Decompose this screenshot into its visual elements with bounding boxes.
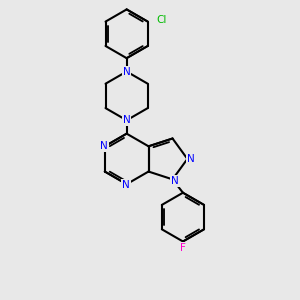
Text: N: N <box>171 176 179 186</box>
Text: Cl: Cl <box>156 15 166 25</box>
Text: F: F <box>180 243 186 253</box>
Text: N: N <box>100 141 108 151</box>
Text: N: N <box>123 67 130 76</box>
Text: N: N <box>123 115 130 125</box>
Text: N: N <box>122 180 130 190</box>
Text: N: N <box>187 154 195 164</box>
